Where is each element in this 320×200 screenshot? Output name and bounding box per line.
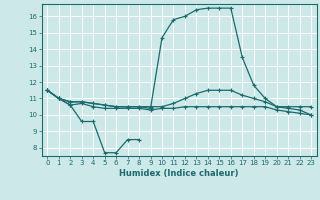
X-axis label: Humidex (Indice chaleur): Humidex (Indice chaleur) [119,169,239,178]
